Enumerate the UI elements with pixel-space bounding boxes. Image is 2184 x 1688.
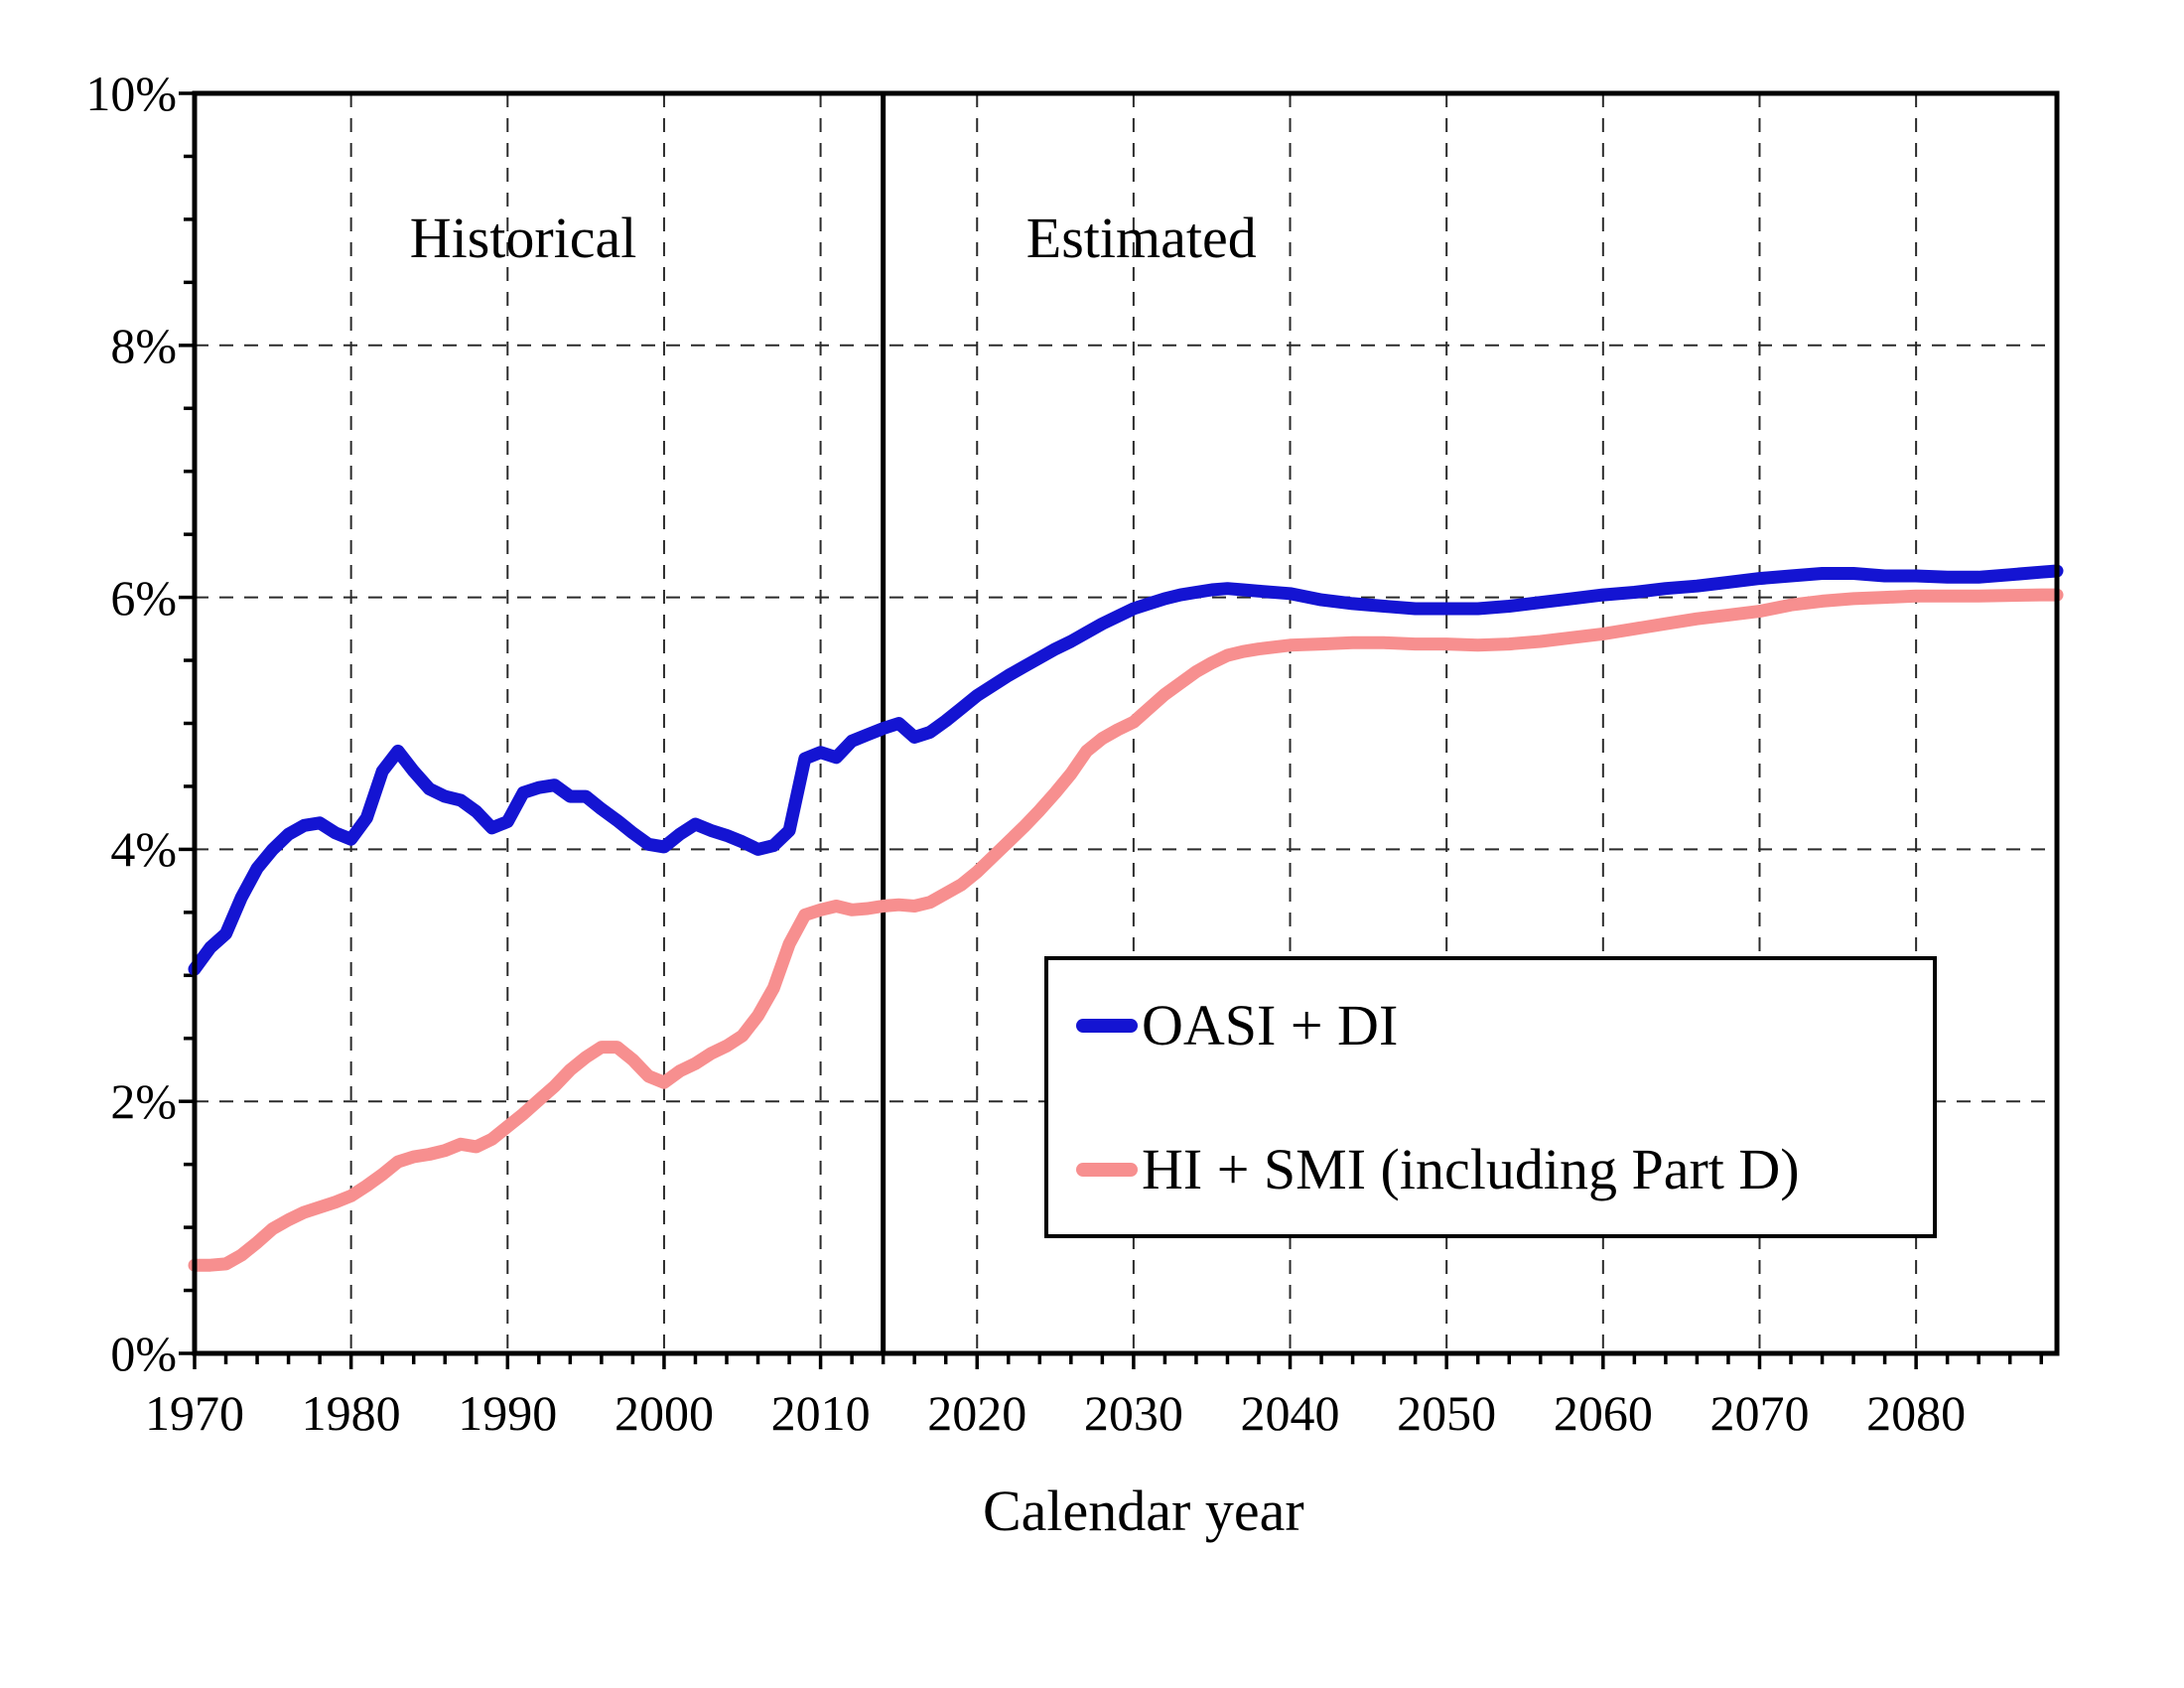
x-tick-label: 1970 xyxy=(145,1385,244,1441)
x-tick-label: 2010 xyxy=(770,1385,871,1441)
legend-label: OASI + DI xyxy=(1142,993,1399,1057)
x-tick-label: 2080 xyxy=(1866,1385,1967,1441)
legend-label: HI + SMI (including Part D) xyxy=(1142,1137,1800,1201)
series-line-hi-smi xyxy=(188,588,2064,1272)
x-tick-label: 2050 xyxy=(1397,1385,1497,1441)
series-line-oasi-di xyxy=(188,564,2064,976)
annotation-historical: Historical xyxy=(409,205,637,270)
y-tick-label: 6% xyxy=(110,569,177,626)
x-tick-label: 2040 xyxy=(1240,1385,1340,1441)
x-axis-title: Calendar year xyxy=(983,1478,1304,1543)
y-tick-label: 2% xyxy=(110,1073,177,1130)
legend-marker-pink-line xyxy=(1076,1163,1138,1177)
x-tick-label: 2030 xyxy=(1083,1385,1183,1441)
y-tick-label: 10% xyxy=(85,66,177,121)
y-tick-label: 4% xyxy=(110,821,177,878)
y-tick-label: 8% xyxy=(110,317,177,373)
legend-entry-oasi-di: OASI + DI xyxy=(1076,996,1398,1055)
x-tick-label: 1980 xyxy=(301,1385,401,1441)
x-tick-label: 2000 xyxy=(614,1385,714,1441)
y-tick-label: 0% xyxy=(110,1326,177,1381)
plot-frame xyxy=(192,90,2060,1356)
x-tick-label: 2060 xyxy=(1553,1385,1653,1441)
legend-entry-hi-smi: HI + SMI (including Part D) xyxy=(1076,1140,1800,1199)
legend-marker-blue-line xyxy=(1076,1019,1138,1033)
x-tick-label: 2020 xyxy=(927,1385,1027,1441)
annotation-estimated: Estimated xyxy=(1025,205,1257,270)
x-tick-label: 1990 xyxy=(458,1385,558,1441)
legend-box: OASI + DI HI + SMI (including Part D) xyxy=(1044,956,1937,1238)
x-tick-label: 2070 xyxy=(1709,1385,1810,1441)
